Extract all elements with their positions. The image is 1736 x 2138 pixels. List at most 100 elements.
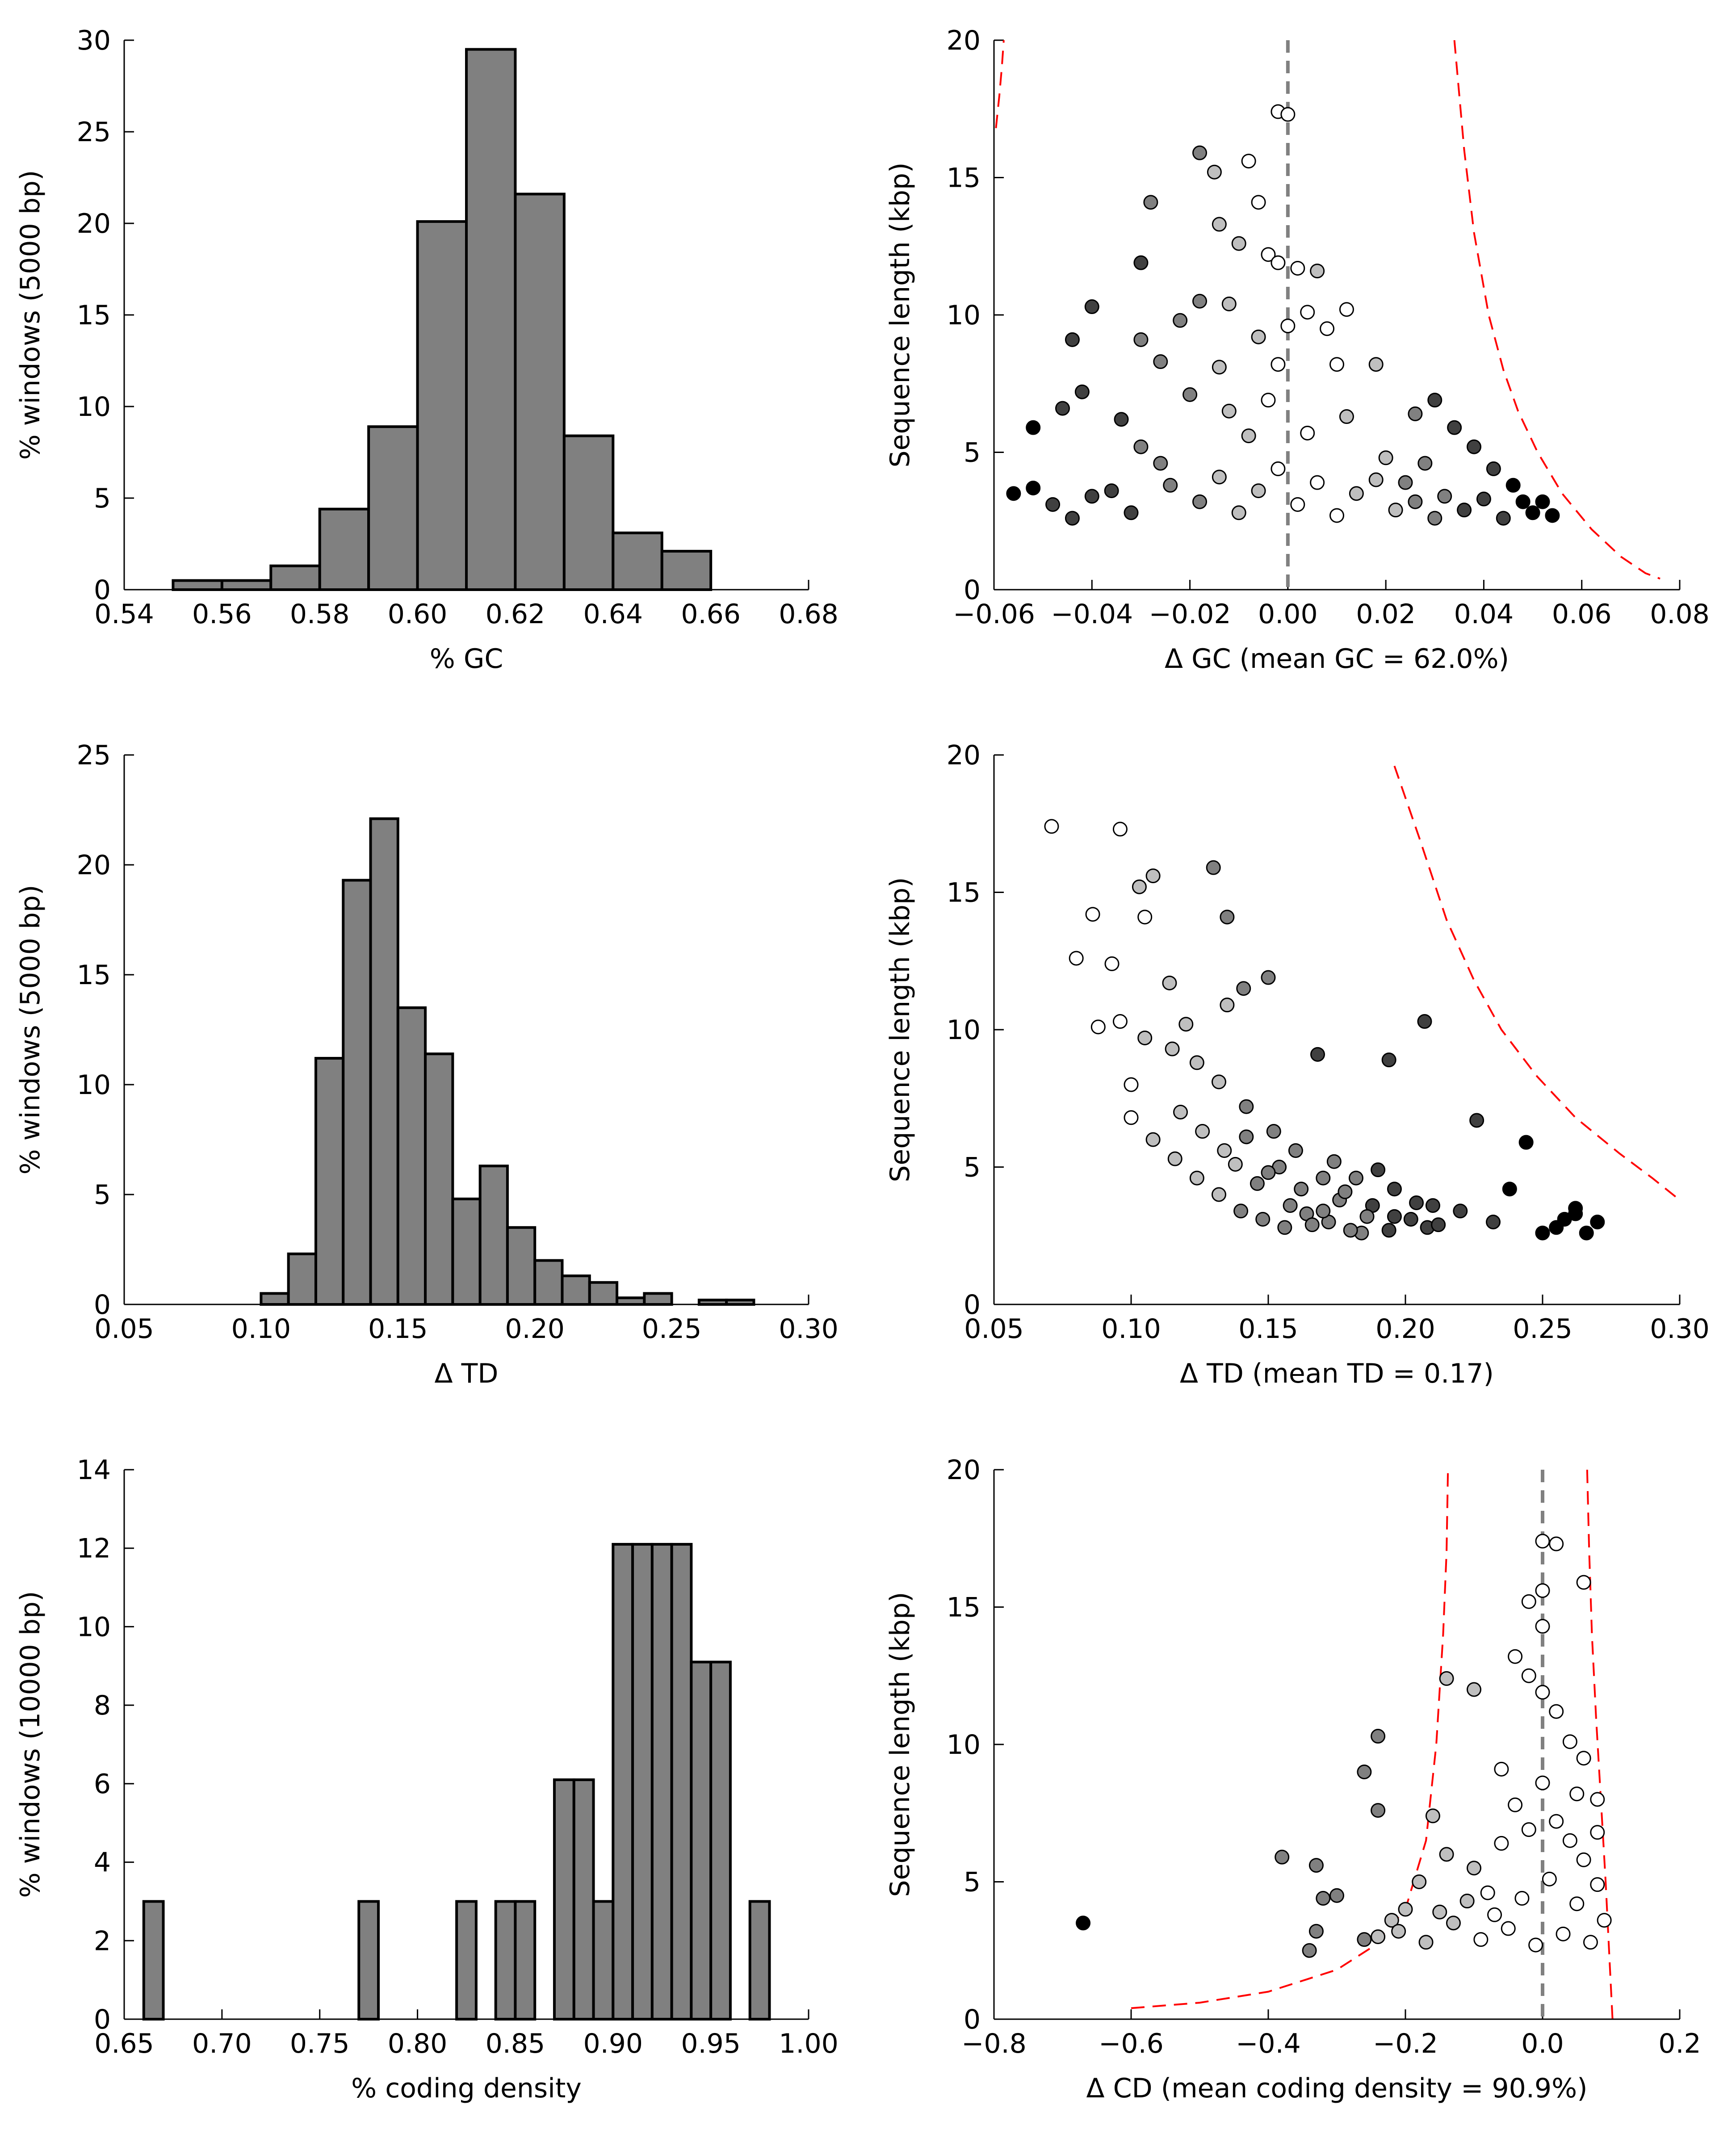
boundary-curve: [1393, 765, 1681, 1201]
scatter-point: [1431, 1217, 1446, 1232]
scatter-point: [1283, 1198, 1298, 1213]
x-tick-label: 0.08: [1650, 599, 1710, 630]
scatter-point: [1212, 470, 1227, 485]
x-tick-label: 0.20: [1375, 1313, 1435, 1345]
x-tick-label: 0.85: [486, 2028, 545, 2059]
scatter-point: [1162, 975, 1177, 990]
scatter-point: [1065, 511, 1080, 526]
scatter-point: [1535, 1534, 1550, 1549]
scatter-point: [1425, 1808, 1440, 1824]
scatter-point: [1403, 1212, 1418, 1227]
scatter-point: [1480, 1885, 1495, 1900]
scatter-point: [1255, 1212, 1271, 1227]
histogram-bar: [260, 1292, 290, 1306]
scatter-point: [1112, 822, 1128, 837]
scatter-point: [1545, 508, 1560, 523]
scatter-point: [1271, 255, 1286, 270]
scatter-point: [1359, 1209, 1375, 1224]
histogram-bar: [533, 1259, 564, 1306]
x-tick-label: −0.06: [953, 599, 1035, 630]
scatter-point: [1439, 1847, 1454, 1862]
scatter-point: [1569, 1786, 1585, 1802]
y-axis-title: % windows (5000 bp): [15, 170, 46, 460]
scatter-point: [1026, 420, 1041, 435]
scatter-point: [1576, 1751, 1591, 1766]
scatter-point: [1542, 1871, 1557, 1886]
scatter-point: [1178, 1017, 1194, 1032]
scatter-point: [1508, 1649, 1523, 1664]
scatter-point: [1576, 1852, 1591, 1867]
scatter-point: [1137, 910, 1153, 925]
x-tick-label: 0.25: [1513, 1313, 1572, 1345]
y-tick-label: 20: [947, 740, 981, 771]
scatter-point: [1514, 1891, 1530, 1906]
scatter-point: [1467, 1861, 1481, 1876]
y-tick-label: 30: [77, 25, 111, 56]
y-tick-label: 8: [94, 1690, 111, 1721]
scatter-point: [1241, 154, 1256, 169]
scatter-point: [1239, 1129, 1254, 1144]
scatter-point: [1137, 1030, 1153, 1045]
histogram-bar: [269, 564, 321, 591]
scatter-point: [1502, 1182, 1517, 1197]
scatter-point: [1124, 505, 1139, 520]
scatter-point: [1417, 456, 1433, 471]
scatter-point: [1074, 384, 1090, 399]
histogram-bar: [592, 1900, 615, 2021]
x-tick-label: 0.30: [1650, 1313, 1710, 1345]
x-tick-label: 0.60: [388, 599, 448, 630]
scatter-point: [1280, 319, 1296, 334]
y-axis-title: Sequence length (kbp): [885, 1592, 916, 1897]
scatter-point: [1476, 491, 1491, 507]
scatter-point: [1569, 1896, 1585, 1912]
y-axis-title: % windows (5000 bp): [15, 885, 46, 1175]
boundary-curve: [1586, 1469, 1614, 2020]
scatter-point: [1371, 1729, 1386, 1744]
scatter-point: [1236, 981, 1251, 996]
x-tick-label: 0.80: [388, 2028, 448, 2059]
x-tick-label: 0.75: [290, 2028, 350, 2059]
scatter-point: [1212, 217, 1227, 232]
y-tick-label: 15: [77, 300, 111, 331]
scatter-point: [1084, 489, 1099, 504]
scatter-point: [1505, 478, 1521, 493]
scatter-point: [1409, 1195, 1424, 1210]
y-tick-label: 5: [964, 437, 981, 469]
scatter-point: [1026, 480, 1041, 495]
scatter-point: [1535, 494, 1550, 509]
scatter-point: [1568, 1206, 1583, 1221]
y-tick-label: 0: [964, 1289, 981, 1321]
scatter-point: [1381, 1223, 1396, 1238]
histogram-bar: [660, 549, 713, 591]
histogram-bar: [369, 817, 399, 1306]
scatter-point: [1211, 1187, 1226, 1202]
td-scatter-panel: 0.05 0.10 0.15 0.20 0.25 0.30 0 5 10 15 20 Δ TD (me…: [885, 740, 1710, 1389]
scatter-point: [1310, 264, 1325, 279]
scatter-point: [1486, 461, 1501, 476]
scatter-point: [1368, 472, 1384, 487]
scatter-point: [1487, 1907, 1502, 1922]
scatter-point: [1310, 1047, 1325, 1062]
scatter-point: [1304, 1217, 1320, 1232]
scatter-point: [1300, 305, 1315, 320]
scatter-point: [1310, 475, 1325, 490]
scatter-point: [1055, 401, 1070, 416]
x-tick-label: 0.10: [231, 1313, 291, 1345]
scatter-point: [1391, 1924, 1406, 1939]
scatter-point: [1535, 1583, 1550, 1598]
scatter-point: [1294, 1182, 1309, 1197]
scatter-point: [1446, 1916, 1461, 1931]
scatter-point: [1217, 1143, 1232, 1158]
x-tick-label: 0.70: [192, 2028, 252, 2059]
scatter-point: [1211, 1074, 1226, 1090]
scatter-point: [1387, 1182, 1402, 1197]
scatter-point: [1145, 1132, 1161, 1147]
scatter-point: [1302, 1943, 1317, 1958]
y-tick-label: 0: [964, 2004, 981, 2035]
scatter-point: [1250, 1176, 1265, 1191]
y-tick-label: 12: [77, 1533, 111, 1564]
scatter-point: [1275, 1849, 1290, 1865]
scatter-point: [1384, 1913, 1399, 1928]
scatter-point: [1329, 1888, 1344, 1903]
histogram-bar: [142, 1900, 165, 2021]
